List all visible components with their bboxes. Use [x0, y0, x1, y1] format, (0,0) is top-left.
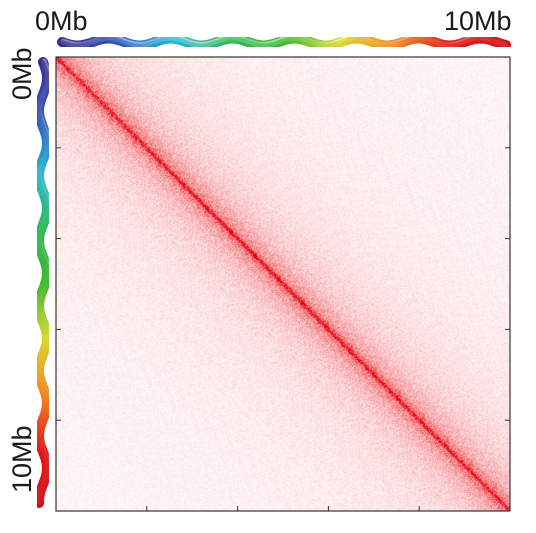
heatmap-canvas-container — [56, 57, 510, 511]
heatmap — [55, 56, 511, 512]
heatmap-cells — [56, 57, 510, 511]
axis-ticks — [56, 147, 510, 511]
y-axis-start-label: 0Mb — [7, 47, 37, 100]
x-axis-end-label: 10Mb — [444, 6, 512, 36]
y-axis-end-label: 10Mb — [7, 425, 37, 493]
chromosome-track-vertical — [33, 57, 53, 508]
x-axis-start-label: 0Mb — [35, 6, 88, 36]
chromosome-track-horizontal — [57, 33, 511, 51]
heatmap-frame — [55, 56, 511, 512]
